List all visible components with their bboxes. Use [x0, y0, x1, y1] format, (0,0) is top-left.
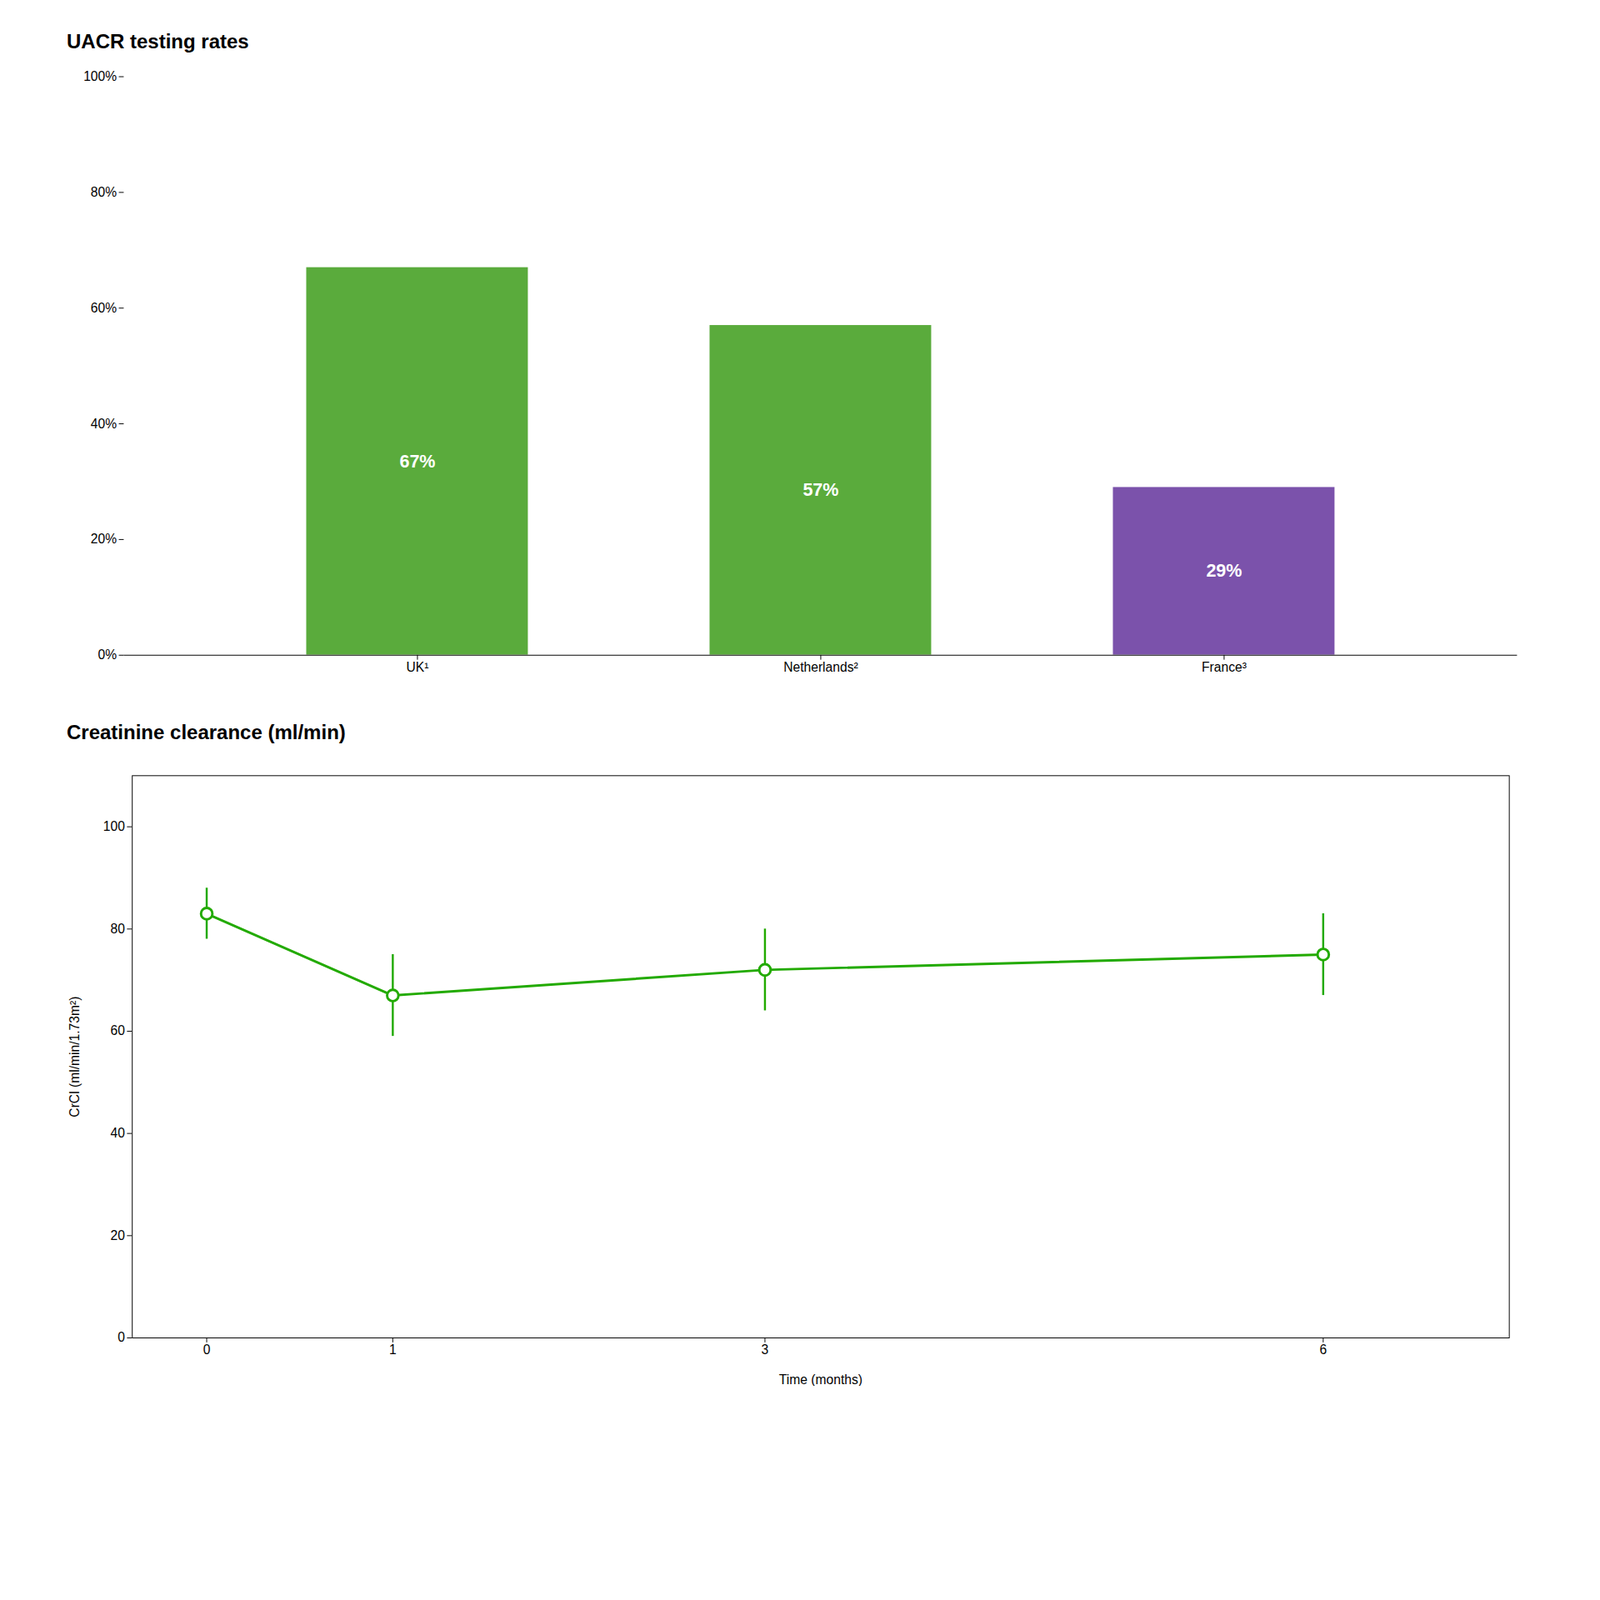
svg-text:CrCl (ml/min/1.73m²): CrCl (ml/min/1.73m²)	[67, 995, 82, 1117]
svg-text:0: 0	[203, 1342, 211, 1357]
svg-text:6: 6	[1319, 1342, 1327, 1357]
svg-text:57%: 57%	[802, 480, 839, 500]
svg-text:UK¹: UK¹	[405, 660, 429, 675]
svg-text:20%: 20%	[90, 531, 117, 546]
svg-text:Time (months): Time (months)	[779, 1372, 863, 1386]
svg-text:60%: 60%	[90, 300, 117, 315]
svg-text:1: 1	[389, 1342, 397, 1357]
svg-text:France³: France³	[1201, 660, 1247, 675]
svg-text:60: 60	[110, 1023, 126, 1038]
svg-text:29%: 29%	[1205, 560, 1242, 581]
svg-text:67%: 67%	[399, 451, 435, 472]
svg-text:100%: 100%	[83, 69, 117, 84]
svg-text:80: 80	[110, 920, 126, 935]
html-text:Creatinine clearance (ml/min): Creatinine clearance (ml/min)	[66, 720, 346, 744]
svg-text:3: 3	[761, 1342, 770, 1357]
svg-text:0: 0	[117, 1330, 125, 1345]
svg-text:0%: 0%	[98, 647, 118, 662]
svg-text:Netherlands²: Netherlands²	[783, 660, 858, 675]
svg-text:40: 40	[110, 1125, 126, 1140]
html-text:UACR testing rates: UACR testing rates	[66, 30, 249, 53]
svg-text:80%: 80%	[90, 185, 117, 200]
svg-text:20: 20	[110, 1227, 126, 1242]
svg-text:100: 100	[103, 819, 125, 834]
svg-text:40%: 40%	[90, 416, 117, 431]
